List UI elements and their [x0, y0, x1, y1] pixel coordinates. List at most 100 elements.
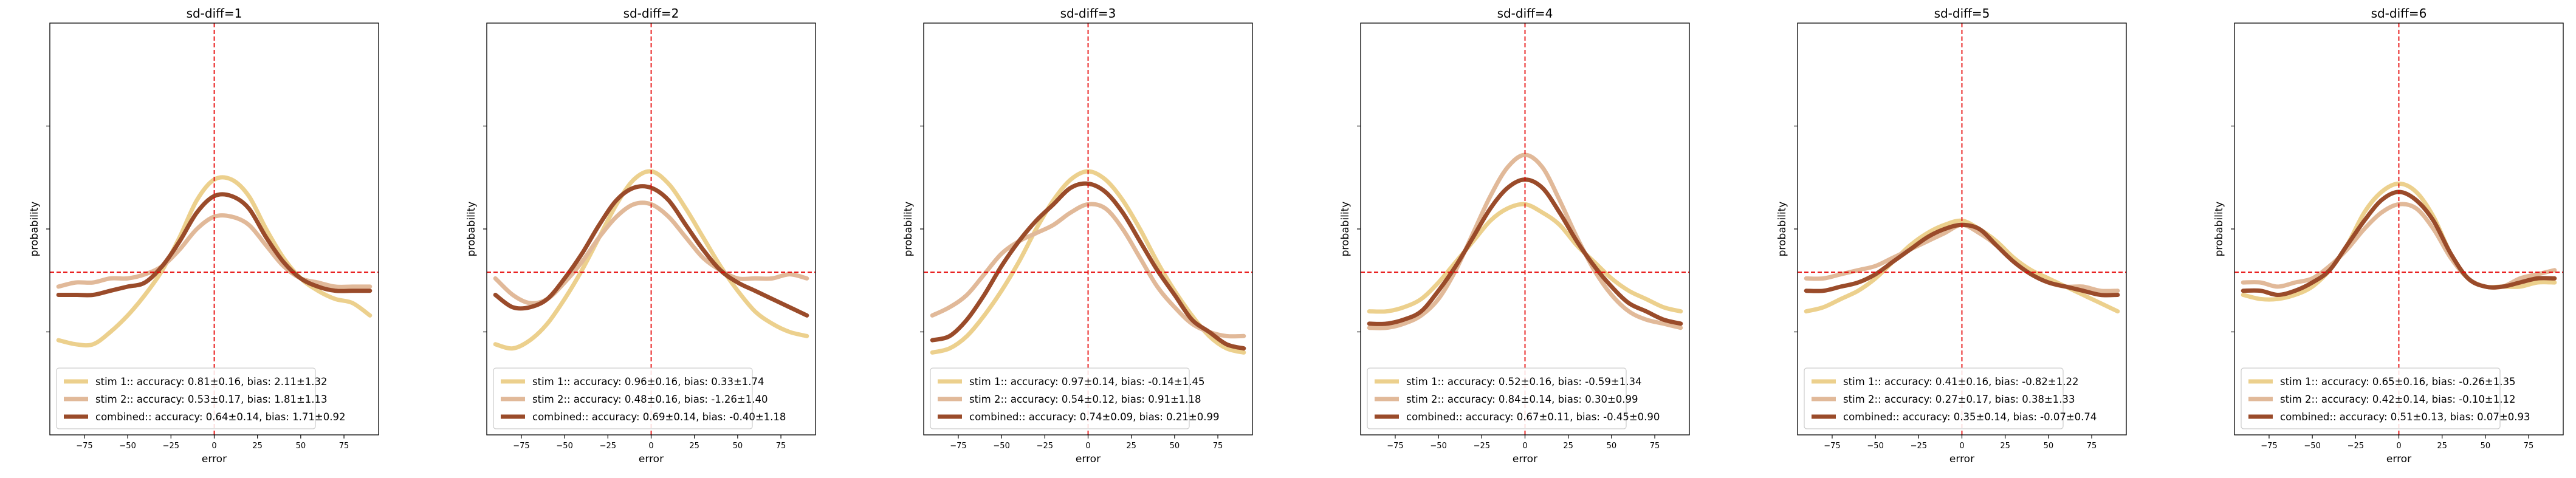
axes-frame	[49, 22, 379, 435]
x-tick-label: 25	[252, 442, 263, 451]
subplot-title: sd-diff=6	[2371, 6, 2427, 21]
x-tick-label: 0	[1085, 442, 1090, 451]
x-tick-label: 50	[296, 442, 306, 451]
x-tick-label: 25	[2000, 442, 2010, 451]
subplot-title: sd-diff=1	[187, 6, 242, 21]
x-tick-label: −25	[2348, 442, 2364, 451]
legend-box	[1804, 367, 2064, 429]
subplot-title: sd-diff=2	[623, 6, 679, 21]
x-tick-label: 25	[689, 442, 699, 451]
legend-label-2: stim 2:: accuracy: 0.84±0.14, bias: 0.30…	[1406, 394, 1638, 405]
axes-frame	[1797, 22, 2127, 435]
x-axis-label: error	[1513, 453, 1537, 465]
subplot-1: sd-diff=1 −75 −50 −25 0 25 50 75 error probabilit…	[29, 6, 379, 465]
legend: stim 1:: accuracy: 0.41±0.16, bias: -0.8…	[1804, 367, 2097, 429]
x-tick-label: 50	[1170, 442, 1180, 451]
y-axis-label: probability	[29, 202, 41, 257]
x-tick-label: −50	[556, 442, 572, 451]
x-axis-label: error	[2386, 453, 2411, 465]
legend: stim 1:: accuracy: 0.52±0.16, bias: -0.5…	[1367, 367, 1660, 429]
x-tick-label: −25	[1911, 442, 1927, 451]
x-tick-label: 50	[2481, 442, 2491, 451]
y-axis-label: probability	[2213, 202, 2225, 257]
subplot-3: sd-diff=3 −75 −50 −25 0 25 50 75 error probabilit…	[902, 6, 1253, 465]
series-line-3	[56, 192, 373, 298]
legend-label-2: stim 2:: accuracy: 0.48±0.16, bias: -1.2…	[532, 394, 768, 405]
legend-label-1: stim 1:: accuracy: 0.97±0.14, bias: -0.1…	[969, 376, 1205, 388]
x-axis-label: error	[639, 453, 664, 465]
legend-box	[930, 367, 1190, 429]
x-tick-label: −75	[950, 442, 966, 451]
legend-label-2: stim 2:: accuracy: 0.42±0.14, bias: -0.1…	[2280, 394, 2516, 405]
subplot-title: sd-diff=4	[1497, 6, 1553, 21]
x-tick-label: −75	[76, 442, 92, 451]
subplot-title: sd-diff=5	[1934, 6, 1990, 21]
legend-label-3: combined:: accuracy: 0.51±0.13, bias: 0.…	[2280, 411, 2530, 423]
x-tick-label: 0	[648, 442, 653, 451]
subplot-6: sd-diff=6 −75 −50 −25 0 25 50 75 error probabilit…	[2213, 6, 2564, 465]
series-line-3	[493, 184, 809, 318]
legend: stim 1:: accuracy: 0.96±0.16, bias: 0.33…	[493, 367, 786, 429]
x-tick-label: 0	[1959, 442, 1964, 451]
x-tick-label: 75	[1650, 442, 1660, 451]
y-axis-label: probability	[1339, 202, 1352, 257]
legend-box	[56, 367, 316, 429]
x-tick-label: −25	[1037, 442, 1053, 451]
y-axis-label: probability	[1776, 202, 1788, 257]
legend: stim 1:: accuracy: 0.65±0.16, bias: -0.2…	[2241, 367, 2530, 429]
x-tick-label: −75	[1824, 442, 1840, 451]
x-tick-label: −75	[2261, 442, 2277, 451]
x-tick-label: 0	[1522, 442, 1527, 451]
axes-frame	[1360, 22, 1690, 435]
y-axis-label: probability	[465, 202, 478, 257]
x-tick-label: 25	[1126, 442, 1136, 451]
legend-label-3: combined:: accuracy: 0.69±0.14, bias: -0…	[532, 411, 786, 423]
legend-label-1: stim 1:: accuracy: 0.81±0.16, bias: 2.11…	[95, 376, 328, 388]
x-tick-label: −25	[1474, 442, 1490, 451]
legend-label-1: stim 1:: accuracy: 0.52±0.16, bias: -0.5…	[1406, 376, 1642, 388]
legend-label-3: combined:: accuracy: 0.67±0.11, bias: -0…	[1406, 411, 1660, 423]
legend: stim 1:: accuracy: 0.97±0.14, bias: -0.1…	[930, 367, 1219, 429]
legend-box	[493, 367, 753, 429]
x-axis-label: error	[1949, 453, 1974, 465]
legend: stim 1:: accuracy: 0.81±0.16, bias: 2.11…	[56, 367, 345, 429]
x-tick-label: −25	[163, 442, 179, 451]
subplot-2: sd-diff=2 −75 −50 −25 0 25 50 75 error probabilit…	[465, 6, 816, 465]
x-tick-label: 75	[2524, 442, 2534, 451]
x-tick-label: 75	[1213, 442, 1223, 451]
legend-label-2: stim 2:: accuracy: 0.54±0.12, bias: 0.91…	[969, 394, 1201, 405]
legend-box	[1367, 367, 1627, 429]
x-tick-label: 75	[339, 442, 349, 451]
x-tick-label: 50	[2044, 442, 2054, 451]
x-tick-label: 0	[2396, 442, 2401, 451]
x-tick-label: 50	[733, 442, 743, 451]
x-tick-label: 0	[211, 442, 216, 451]
x-tick-label: 75	[2087, 442, 2097, 451]
legend-box	[2241, 367, 2501, 429]
x-tick-label: −50	[1867, 442, 1883, 451]
x-tick-label: 25	[1563, 442, 1573, 451]
x-tick-label: −25	[600, 442, 616, 451]
x-axis-label: error	[202, 453, 227, 465]
x-tick-label: −50	[1430, 442, 1446, 451]
subplot-4: sd-diff=4 −75 −50 −25 0 25 50 75 error probabilit…	[1339, 6, 1690, 465]
x-tick-label: −75	[1387, 442, 1403, 451]
legend-label-2: stim 2:: accuracy: 0.53±0.17, bias: 1.81…	[95, 394, 328, 405]
x-tick-label: −50	[119, 442, 136, 451]
y-axis-label: probability	[902, 202, 915, 257]
x-tick-label: 25	[2437, 442, 2447, 451]
legend-label-3: combined:: accuracy: 0.64±0.14, bias: 1.…	[95, 411, 345, 423]
series-line-2	[56, 213, 373, 289]
axes-frame	[2234, 22, 2564, 435]
legend-label-1: stim 1:: accuracy: 0.96±0.16, bias: 0.33…	[532, 376, 764, 388]
legend-label-2: stim 2:: accuracy: 0.27±0.17, bias: 0.38…	[1843, 394, 2075, 405]
subplot-5: sd-diff=5 −75 −50 −25 0 25 50 75 error probabilit…	[1776, 6, 2127, 465]
legend-label-3: combined:: accuracy: 0.74±0.09, bias: 0.…	[969, 411, 1219, 423]
legend-label-3: combined:: accuracy: 0.35±0.14, bias: -0…	[1843, 411, 2097, 423]
x-tick-label: −50	[2304, 442, 2320, 451]
legend-label-1: stim 1:: accuracy: 0.65±0.16, bias: -0.2…	[2280, 376, 2516, 388]
series-group	[2241, 181, 2557, 302]
axes-frame	[486, 22, 816, 435]
subplot-title: sd-diff=3	[1060, 6, 1116, 21]
